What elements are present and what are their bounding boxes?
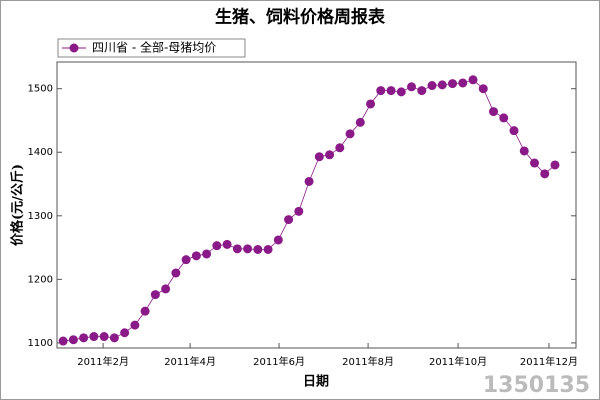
x-tick-label: 2011年4月 xyxy=(164,355,216,368)
y-tick-label: 1100 xyxy=(28,338,53,349)
chart-title: 生猪、饲料价格周报表 xyxy=(215,7,386,28)
point xyxy=(407,82,417,92)
point xyxy=(130,320,140,330)
point xyxy=(530,158,540,168)
legend-label: 四川省 - 全部-母猪均价 xyxy=(92,40,216,55)
point xyxy=(478,84,488,94)
point xyxy=(263,244,273,254)
point xyxy=(448,79,458,89)
point xyxy=(120,328,130,338)
point xyxy=(417,86,427,96)
watermark: 1350135 xyxy=(483,373,590,398)
point xyxy=(345,129,355,139)
point xyxy=(314,152,324,162)
y-tick-label: 1300 xyxy=(28,211,53,222)
point xyxy=(191,251,201,261)
y-tick-label: 1500 xyxy=(28,84,53,95)
point xyxy=(366,99,376,109)
plot-frame xyxy=(56,61,577,349)
point xyxy=(325,150,335,160)
point xyxy=(89,332,99,342)
point xyxy=(509,126,519,136)
point xyxy=(437,80,447,90)
point xyxy=(99,332,109,342)
point xyxy=(376,86,386,96)
point xyxy=(212,241,222,251)
point xyxy=(150,290,160,300)
point xyxy=(335,143,345,153)
point xyxy=(355,117,365,127)
point xyxy=(386,86,396,96)
point xyxy=(243,244,253,254)
x-tick-label: 2011年6月 xyxy=(253,355,305,368)
x-tick-label: 2011年2月 xyxy=(77,355,129,368)
point xyxy=(222,239,232,249)
point xyxy=(140,306,150,316)
legend-box xyxy=(57,38,246,58)
point xyxy=(79,333,89,343)
point xyxy=(253,244,263,254)
point xyxy=(396,87,406,97)
y-axis-title: 价格(元/公斤) xyxy=(10,164,26,246)
point xyxy=(427,81,437,91)
point xyxy=(540,169,550,179)
point xyxy=(232,244,242,254)
y-tick-label: 1200 xyxy=(28,274,53,285)
x-axis-title: 日期 xyxy=(303,375,329,390)
x-tick-label: 2011年8月 xyxy=(342,355,394,368)
point xyxy=(273,235,283,245)
point xyxy=(468,75,478,85)
y-tick-label: 1400 xyxy=(28,147,53,158)
point xyxy=(109,333,119,343)
point xyxy=(202,249,212,259)
point xyxy=(284,215,294,225)
point xyxy=(550,160,560,170)
point xyxy=(161,284,171,294)
point xyxy=(58,336,68,346)
point xyxy=(458,78,468,88)
legend-marker xyxy=(69,43,79,53)
point xyxy=(68,335,78,345)
x-tick-label: 2011年12月 xyxy=(520,355,578,368)
point xyxy=(304,176,314,186)
x-tick-label: 2011年10月 xyxy=(429,355,487,368)
point xyxy=(294,206,304,216)
point xyxy=(489,107,499,117)
point xyxy=(519,146,529,156)
point xyxy=(499,113,509,123)
point xyxy=(181,255,191,265)
point xyxy=(171,268,181,278)
